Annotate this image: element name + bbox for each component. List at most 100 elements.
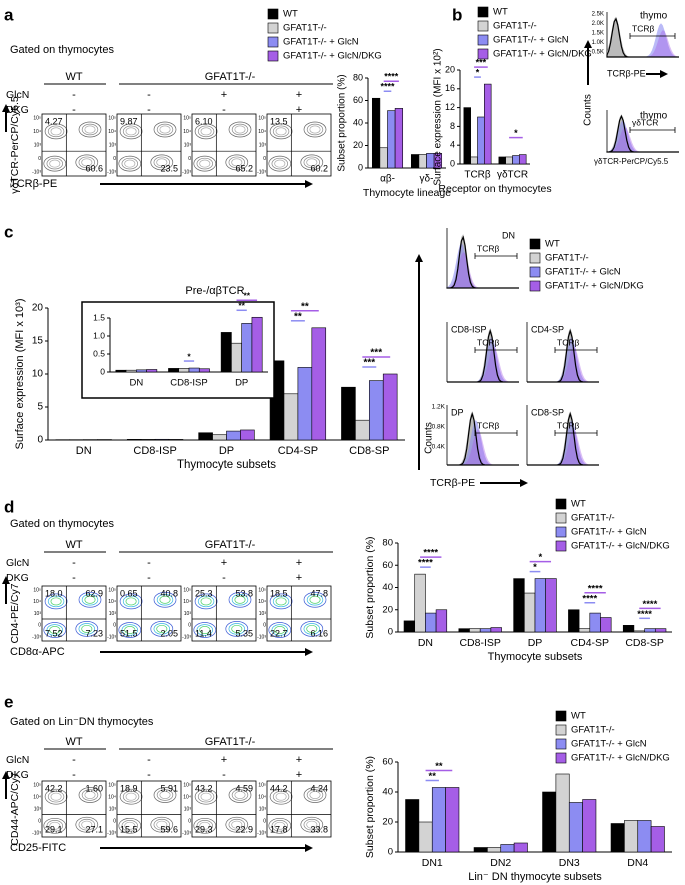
flow-plot	[266, 585, 332, 642]
quadrant-percent: 15.5	[120, 824, 138, 834]
flow-tick-label: -10³	[32, 830, 41, 836]
contour	[153, 787, 177, 803]
contour	[46, 820, 64, 832]
legend-swatch	[267, 22, 279, 34]
contour	[125, 127, 137, 136]
contour	[306, 123, 324, 136]
y-tick-label: 8	[450, 121, 455, 131]
flow-tick-label: 0	[263, 623, 266, 629]
hist-y-label: Counts	[424, 422, 435, 454]
contour	[193, 155, 217, 172]
treatment-sign: -	[147, 769, 151, 781]
contour	[118, 817, 142, 834]
treatment-sign: -	[72, 104, 76, 116]
legend-swatch	[555, 512, 567, 524]
hist-fill	[447, 429, 519, 465]
treatment-sign: -	[72, 572, 76, 584]
flow-tick-label: 10⁴	[33, 599, 41, 605]
flow-tick-label: 10³	[184, 611, 192, 617]
arrow-head	[584, 40, 592, 48]
legend-swatch	[555, 752, 567, 764]
flow-tick-label: 0	[188, 156, 191, 162]
contour	[272, 125, 290, 138]
group-label: GFAT1T-/-	[205, 736, 256, 748]
significance-label: **	[243, 291, 250, 301]
contour	[193, 817, 217, 834]
quadrant-percent: 60.2	[310, 163, 328, 173]
flow-tick-label: 10⁵	[33, 587, 41, 593]
hist-gate-label: TCRβ	[632, 23, 654, 33]
flow-tick-label: 10³	[34, 806, 42, 812]
bar	[578, 628, 591, 633]
hist-title: DP	[451, 407, 464, 417]
significance-label: *	[514, 128, 518, 138]
flow-tick-label: -10³	[32, 634, 41, 640]
contour	[228, 787, 252, 803]
treatment-sign: -	[147, 572, 151, 584]
x-tick-label: DN4	[627, 857, 648, 869]
legend-label: WT	[283, 9, 298, 20]
bar	[568, 802, 583, 853]
contour	[119, 788, 143, 805]
x-tick-label: DN	[76, 445, 92, 457]
y-tick-label: 16	[445, 83, 455, 93]
legend-label: GFAT1T-/- + GlcN/DKG	[571, 541, 670, 552]
flow-y-label: γδTCR-PerCP/Cy5.5	[9, 96, 21, 194]
contour	[153, 818, 170, 831]
contour	[225, 816, 249, 833]
contour	[153, 121, 177, 138]
bar	[231, 342, 242, 373]
bar	[188, 367, 200, 373]
contour	[124, 821, 136, 830]
quadrant-percent: 2.05	[160, 628, 178, 638]
legend-swatch	[267, 50, 279, 62]
treatment-sign: -	[222, 769, 226, 781]
quadrant-percent: 4.59	[235, 783, 253, 793]
flow-tick-label: 0	[263, 818, 266, 824]
legend-label: GFAT1T-/-	[571, 725, 615, 736]
flow-tick-label: 10⁴	[183, 794, 191, 800]
contour	[200, 597, 212, 606]
flow-tick-label: 10⁴	[33, 129, 41, 135]
hist-fill	[447, 420, 519, 465]
flow-tick-label: -10³	[107, 830, 116, 836]
contour	[228, 591, 252, 608]
legend-swatch	[555, 526, 567, 538]
contour	[303, 818, 320, 831]
legend-label: WT	[571, 499, 586, 510]
quadrant-percent: 17.8	[270, 824, 288, 834]
legend-label: WT	[571, 711, 586, 722]
contour	[193, 622, 217, 638]
quadrant-percent: 47.8	[310, 588, 328, 598]
panel-label: a	[4, 5, 14, 24]
contour	[84, 595, 96, 604]
hist-gate-label: TCRβ	[477, 243, 499, 253]
hist-gate-label: TCRβ	[557, 337, 579, 347]
contour	[197, 595, 215, 608]
bar	[568, 609, 580, 633]
contour	[153, 156, 170, 169]
contour	[43, 155, 67, 172]
y-axis-label: Subset proportion (%)	[337, 74, 348, 171]
quadrant-percent: 40.8	[160, 588, 178, 598]
hist-line	[447, 411, 519, 466]
y-tick-label: 20	[382, 604, 393, 615]
quadrant-percent: 7.52	[45, 628, 63, 638]
y-tick-label: 10	[32, 369, 44, 380]
flow-tick-label: 10⁵	[258, 782, 266, 788]
bar	[136, 369, 147, 373]
x-tick-label: DP	[528, 637, 543, 649]
y-tick-label: 20	[382, 817, 393, 828]
bar	[414, 573, 426, 633]
y-tick-label: 20	[32, 303, 44, 314]
flow-tick-label: 10⁵	[183, 587, 191, 593]
bar	[545, 578, 557, 633]
x-tick-label: CD8-ISP	[133, 445, 176, 457]
significance-label: *	[533, 562, 537, 573]
legend-swatch	[477, 34, 489, 46]
gate-label: Gated on thymocytes	[10, 518, 114, 530]
legend-swatch	[529, 238, 541, 250]
flow-plot	[266, 780, 332, 838]
group-label: WT	[65, 71, 82, 83]
y-tick-label: 0	[450, 158, 455, 168]
